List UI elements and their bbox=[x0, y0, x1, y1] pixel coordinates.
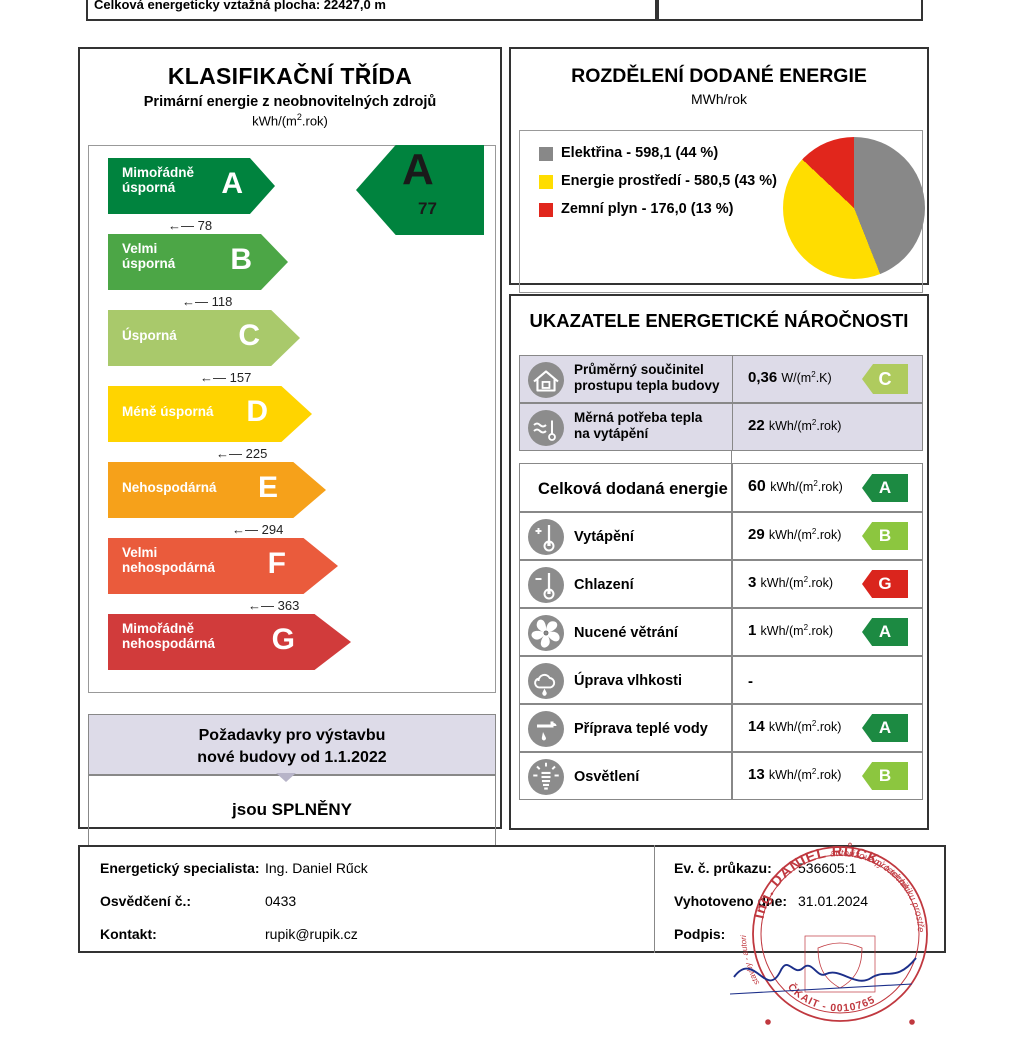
svg-text:ČKAIT - 0010765: ČKAIT - 0010765 bbox=[785, 981, 877, 1015]
